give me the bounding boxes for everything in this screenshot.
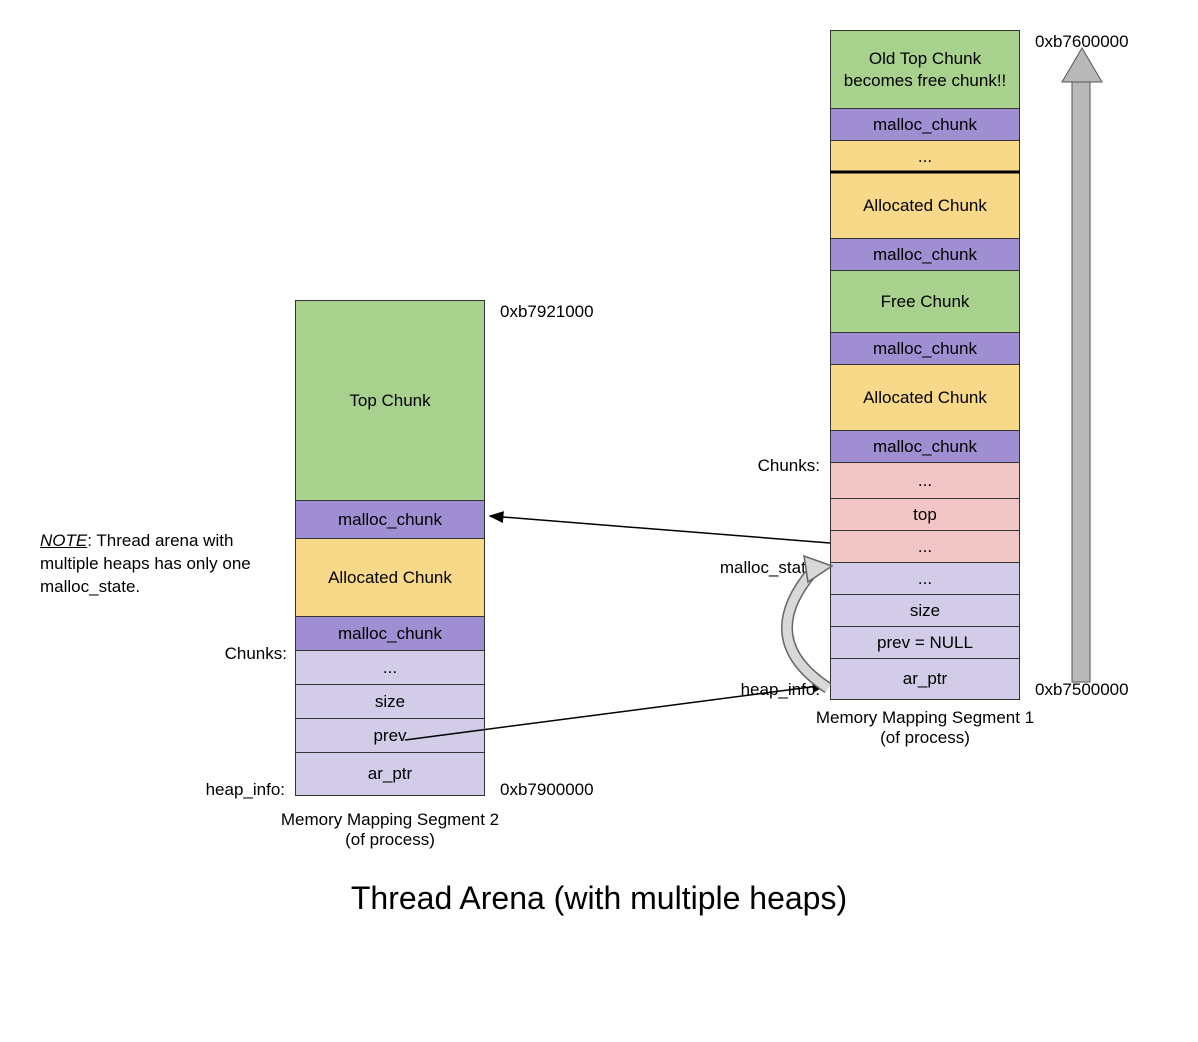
cell: Allocated Chunk [831,173,1019,239]
cell: malloc_chunk [296,617,484,651]
cell: ... [296,651,484,685]
seg2-caption-l1: Memory Mapping Segment 2 [281,810,499,829]
cell: malloc_chunk [831,239,1019,271]
seg1-caption-l2: (of process) [880,728,970,747]
cell: ... [831,531,1019,563]
seg2-chunks-label: Chunks: [212,644,287,664]
arrow-top-to-chunk [490,516,830,543]
cell: Allocated Chunk [296,539,484,617]
seg2-addr-bottom: 0xb7900000 [500,780,594,800]
segment-1: Old Top Chunk becomes free chunk!!malloc… [830,30,1020,700]
seg2-heapinfo-label: heap_info: [195,780,285,800]
cell: prev = NULL [831,627,1019,659]
cell: prev [296,719,484,753]
cell: ... [831,463,1019,499]
arrow-arptr-to-mallocstate [787,572,828,688]
seg2-caption-l2: (of process) [345,830,435,849]
seg1-heapinfo-label: heap_info: [730,680,820,700]
cell: ar_ptr [831,659,1019,699]
seg1-mallocstate-label: malloc_state: [710,558,820,578]
seg1-addr-top: 0xb7600000 [1035,32,1129,52]
seg2-addr-top: 0xb7921000 [500,302,594,322]
cell: size [296,685,484,719]
cell: malloc_chunk [831,109,1019,141]
note: NOTE: Thread arena with multiple heaps h… [40,530,260,599]
seg1-caption-l1: Memory Mapping Segment 1 [816,708,1034,727]
seg1-addr-bottom: 0xb7500000 [1035,680,1129,700]
cell: size [831,595,1019,627]
cell: ... [831,563,1019,595]
cell: Top Chunk [296,301,484,501]
cell: Free Chunk [831,271,1019,333]
note-prefix: NOTE [40,531,87,550]
seg1-chunks-label: Chunks: [745,456,820,476]
diagram-title: Thread Arena (with multiple heaps) [0,880,1198,917]
cell: top [831,499,1019,531]
cell: malloc_chunk [296,501,484,539]
cell: malloc_chunk [831,333,1019,365]
diagram-canvas: Top Chunkmalloc_chunkAllocated Chunkmall… [0,0,1198,1042]
cell: malloc_chunk [831,431,1019,463]
cell: ar_ptr [296,753,484,795]
growth-arrow [1062,48,1102,682]
segment-2: Top Chunkmalloc_chunkAllocated Chunkmall… [295,300,485,796]
cell: Old Top Chunk becomes free chunk!! [831,31,1019,109]
seg1-caption: Memory Mapping Segment 1 (of process) [810,708,1040,748]
cell: Allocated Chunk [831,365,1019,431]
seg2-caption: Memory Mapping Segment 2 (of process) [275,810,505,850]
cell: ... [831,141,1019,173]
